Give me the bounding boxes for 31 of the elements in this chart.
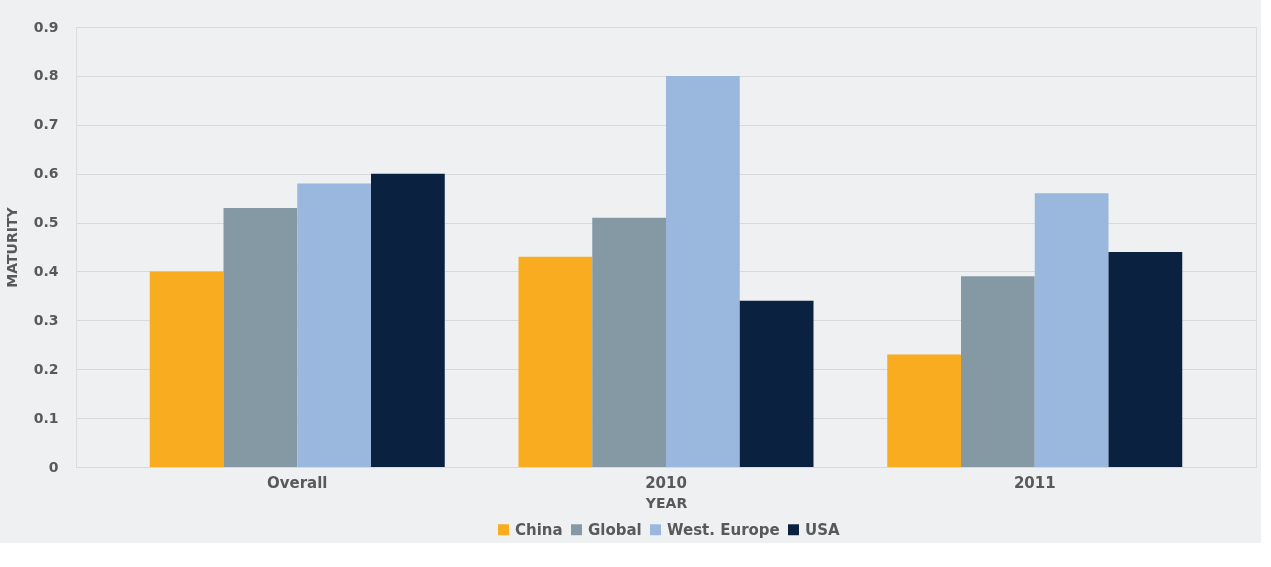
y-axis-title: MATURITY xyxy=(3,206,20,288)
bar xyxy=(297,183,371,467)
x-tick-label: 2010 xyxy=(645,473,687,492)
bar xyxy=(1034,193,1109,467)
x-tick-label: 2011 xyxy=(1013,473,1056,492)
y-tick-label: 0.6 xyxy=(33,165,59,182)
bar xyxy=(371,173,445,467)
y-tick-label: 0.7 xyxy=(33,116,59,133)
bar xyxy=(592,217,666,467)
legend-label: West. Europe xyxy=(667,520,780,539)
legend-label: Global xyxy=(588,520,642,539)
y-tick-label: 0.4 xyxy=(33,262,59,279)
bar xyxy=(223,207,298,467)
bar xyxy=(1108,251,1183,467)
y-tick-label: 0 xyxy=(48,458,59,475)
legend-label: USA xyxy=(805,520,840,539)
bar xyxy=(739,300,814,467)
y-tick-label: 0.5 xyxy=(33,214,59,231)
y-tick-label: 0.3 xyxy=(33,311,59,328)
bar xyxy=(149,271,224,467)
y-tick-label: 0.2 xyxy=(33,360,59,377)
bar xyxy=(518,256,593,467)
y-tick-label: 0.1 xyxy=(33,409,59,426)
legend-label: China xyxy=(515,520,563,539)
x-axis-title: YEAR xyxy=(644,494,688,511)
bar xyxy=(666,75,740,467)
bar xyxy=(961,276,1035,467)
y-tick-label: 0.9 xyxy=(33,18,59,35)
bar xyxy=(887,354,961,467)
x-tick-label: Overall xyxy=(266,473,328,492)
y-tick-label: 0.8 xyxy=(33,67,59,84)
